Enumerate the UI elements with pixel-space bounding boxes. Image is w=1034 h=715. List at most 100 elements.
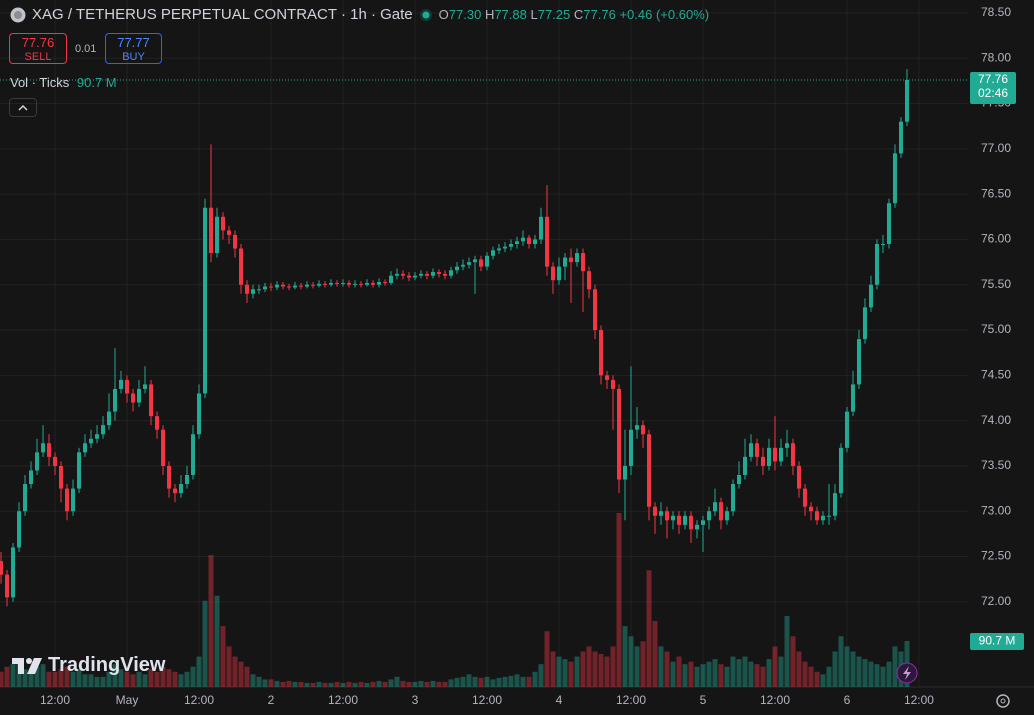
volume-bar <box>616 513 622 687</box>
symbol-icon <box>10 7 26 22</box>
volume-bar <box>136 671 142 687</box>
ohlc-key: H <box>484 7 495 22</box>
buy-price: 77.77 <box>117 35 150 50</box>
candle-body <box>664 511 669 521</box>
candle-body <box>173 488 178 494</box>
volume-bar <box>424 681 430 687</box>
volume-bar <box>568 661 574 687</box>
volume-bar <box>742 656 748 687</box>
candle-body <box>311 284 316 286</box>
candle-body <box>83 443 88 453</box>
volume-bar <box>604 656 610 687</box>
volume-bar <box>718 664 724 687</box>
candle-body <box>449 270 454 276</box>
candle-body <box>461 264 466 267</box>
candle-body <box>742 456 747 476</box>
volume-bar <box>358 681 364 687</box>
y-tick-label: 75.50 <box>981 277 1011 291</box>
volume-bar <box>862 659 868 687</box>
volume-bar <box>760 666 766 687</box>
candle-body <box>197 393 202 435</box>
candle-body <box>826 515 831 517</box>
candle-body <box>832 493 837 516</box>
volume-bar <box>364 682 370 687</box>
candle-body <box>437 272 442 274</box>
y-tick-label: 76.50 <box>981 186 1011 200</box>
candle-body <box>556 266 561 281</box>
buy-button[interactable]: 77.77 BUY <box>105 33 162 64</box>
y-tick-label: 75.00 <box>981 322 1011 336</box>
volume-bar <box>724 666 730 687</box>
candle-body <box>233 234 238 249</box>
ohlc-value: 77.30 <box>448 7 482 22</box>
volume-bar <box>820 674 826 687</box>
x-tick-label: 12:00 <box>760 693 790 707</box>
volume-bar <box>592 651 598 687</box>
volume-bar <box>298 681 304 687</box>
volume-bar <box>676 656 682 687</box>
volume-bar <box>586 646 592 687</box>
candle-body <box>125 379 130 394</box>
volume-bar <box>874 664 880 687</box>
sell-button[interactable]: 77.76 SELL <box>9 33 67 64</box>
volume-bar <box>304 682 310 687</box>
volume-bar <box>790 636 796 687</box>
volume-bar <box>640 641 646 687</box>
volume-bar <box>418 680 424 687</box>
volume-bar <box>316 681 322 687</box>
candle-body <box>407 275 412 278</box>
volume-bar <box>76 669 82 687</box>
candle-body <box>652 506 657 516</box>
volume-bar <box>154 671 160 687</box>
candle-body <box>167 465 172 489</box>
spread: 0.01 <box>75 43 97 55</box>
ohlc-key: L <box>530 7 538 22</box>
watermark: TradingView <box>12 654 165 677</box>
volume-bar <box>688 661 694 687</box>
volume-bar <box>682 664 688 687</box>
volume-bar <box>352 682 358 687</box>
candle-body <box>712 502 717 512</box>
volume-bar <box>64 666 70 687</box>
candle-body <box>718 502 723 521</box>
watermark-logo <box>12 657 42 674</box>
volume-bar <box>658 646 664 687</box>
volume-bar <box>22 669 28 687</box>
candle-body <box>808 506 813 512</box>
candle-body <box>538 216 543 240</box>
y-tick-label: 78.50 <box>981 5 1011 19</box>
volume-bar <box>406 681 412 687</box>
volume-bar <box>40 664 46 687</box>
volume-bar <box>652 621 658 687</box>
candle-body <box>71 488 76 512</box>
volume-bar <box>478 677 484 687</box>
volume-bar <box>460 676 466 687</box>
volume-bar <box>370 681 376 687</box>
candle-body <box>65 488 70 512</box>
ohlc-value: 77.76 <box>583 7 616 22</box>
candle-body <box>431 272 436 276</box>
candle-body <box>41 443 46 453</box>
volume-bar <box>322 682 328 687</box>
candle-body <box>892 153 897 204</box>
volume-label: 90.7 M <box>979 634 1016 648</box>
volume-bar <box>106 671 112 687</box>
volume-bar <box>388 679 394 687</box>
collapse-button[interactable] <box>9 98 37 117</box>
volume-bar <box>880 666 886 687</box>
volume-bar <box>346 681 352 687</box>
volume-bar <box>886 661 892 687</box>
x-tick-label: 12:00 <box>184 693 214 707</box>
candle-body <box>766 447 771 466</box>
volume-bar <box>784 615 790 687</box>
volume-bar <box>328 682 334 687</box>
volume-bar <box>772 646 778 687</box>
candle-body <box>209 207 214 254</box>
candle-body <box>59 465 64 489</box>
volume-bar <box>34 666 40 687</box>
volume-bar <box>340 682 346 687</box>
volume-bar <box>826 666 832 687</box>
candle-body <box>353 283 358 285</box>
volume-bar <box>118 669 124 687</box>
